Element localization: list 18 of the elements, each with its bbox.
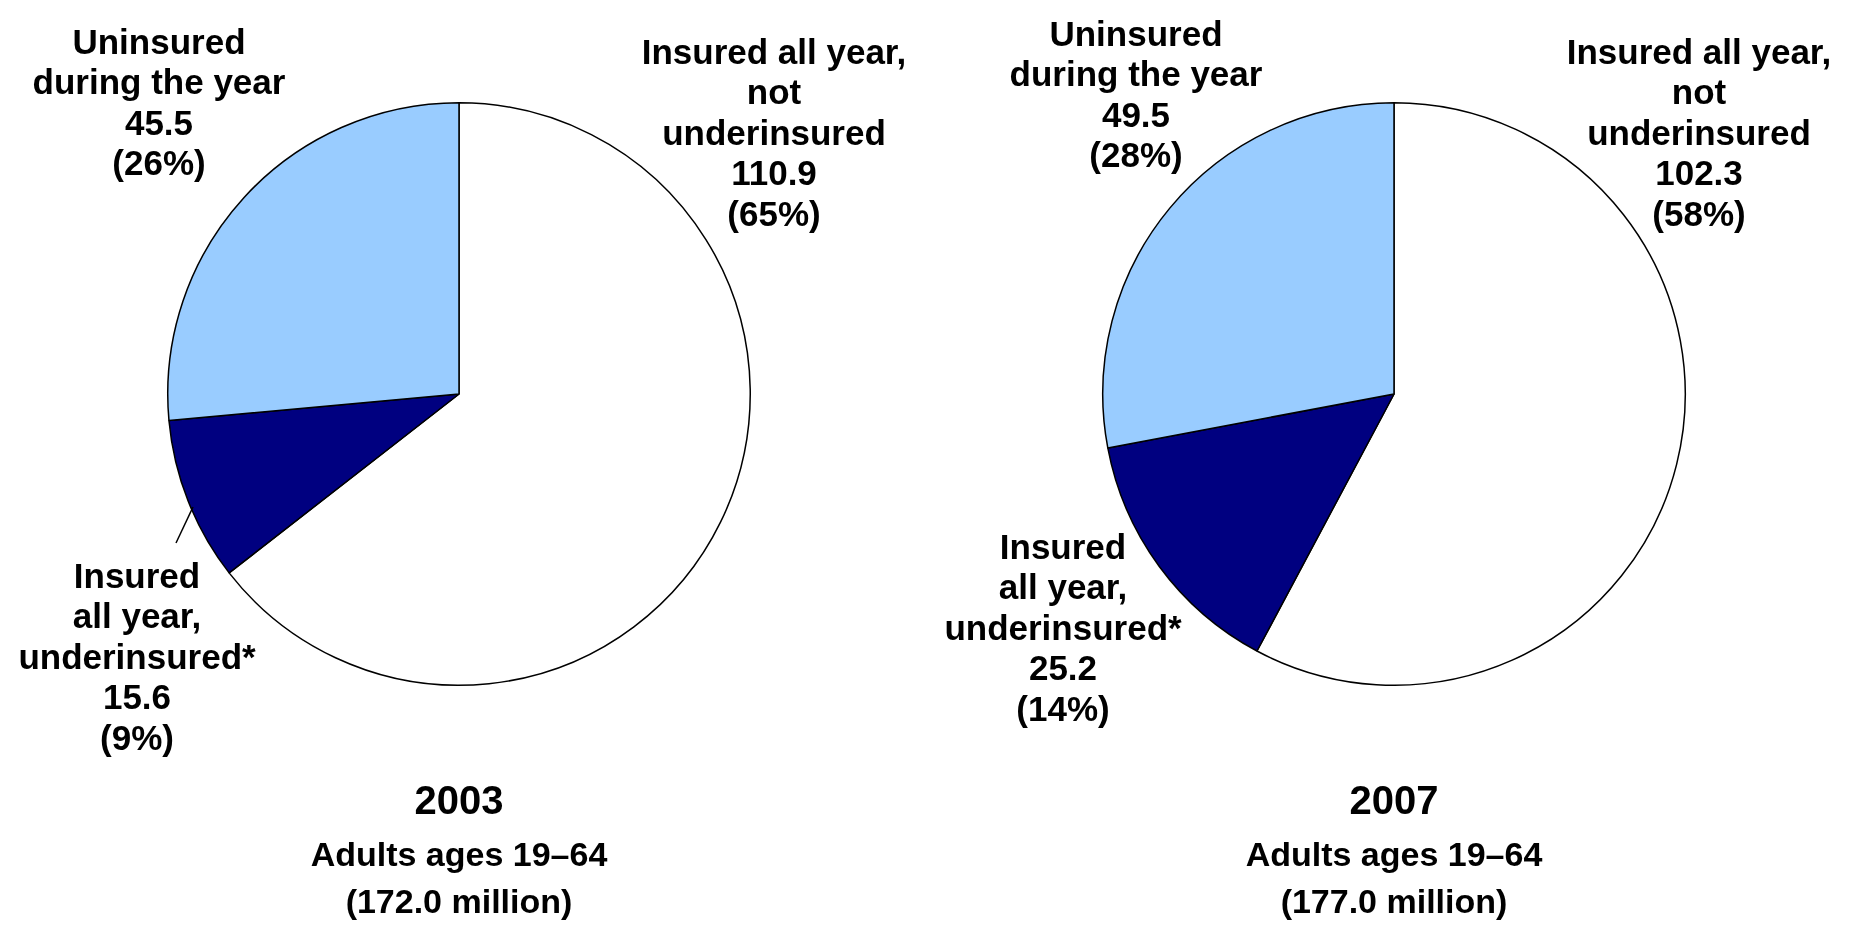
data-label: 45.5 (26%) [112, 102, 206, 183]
data-label: 102.3 (58%) [1652, 153, 1746, 233]
text: Adults ages 19–64 [309, 835, 609, 874]
text: 2007 [1348, 778, 1440, 823]
text: (172.0 million) [344, 882, 574, 921]
slice-label: Insured all year, not underinsured [1566, 31, 1832, 152]
slice-label: Insured all year, not underinsured [641, 31, 907, 152]
text: (177.0 million) [1279, 882, 1509, 921]
text: 2003 [413, 778, 505, 823]
slice-label: Insured all year, underinsured* [944, 526, 1182, 647]
slice-label: Uninsured during the year [32, 21, 286, 102]
data-label: 110.9 (65%) [727, 153, 821, 233]
slice-label: Insured all year, underinsured* [18, 555, 256, 676]
slice-label: Uninsured during the year [1009, 13, 1263, 94]
data-label: 25.2 (14%) [1016, 648, 1110, 728]
data-label: 49.5 (28%) [1089, 94, 1183, 175]
data-label: 15.6 (9%) [100, 677, 174, 757]
text: Adults ages 19–64 [1244, 835, 1544, 874]
